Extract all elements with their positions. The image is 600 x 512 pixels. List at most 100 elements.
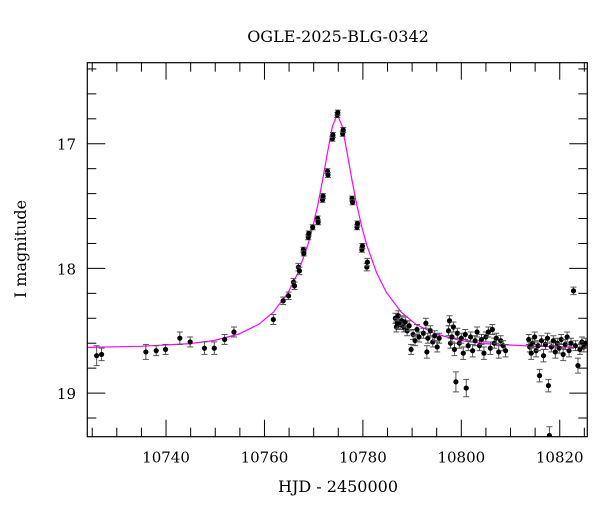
data-marker — [416, 334, 422, 340]
data-point — [568, 337, 575, 349]
data-marker — [153, 348, 159, 354]
data-point — [460, 346, 467, 360]
data-marker — [462, 331, 468, 338]
data-point — [334, 109, 341, 116]
data-point — [576, 343, 583, 355]
data-marker — [306, 230, 312, 237]
data-marker — [564, 334, 570, 340]
data-marker — [572, 343, 579, 349]
data-point — [544, 332, 551, 344]
x-tick-label: 10800 — [437, 449, 485, 467]
data-point — [540, 348, 547, 363]
data-point — [320, 193, 327, 200]
data-marker — [470, 348, 476, 354]
data-point — [436, 332, 443, 344]
data-marker — [211, 345, 217, 351]
data-marker — [458, 335, 464, 341]
data-point — [570, 286, 577, 296]
data-marker — [558, 336, 564, 343]
data-point — [574, 357, 581, 374]
data-marker — [538, 338, 545, 344]
data-point — [469, 343, 476, 358]
data-marker — [349, 199, 356, 205]
data-point — [211, 341, 218, 355]
data-marker — [446, 318, 453, 324]
data-point — [414, 324, 421, 335]
data-marker — [364, 259, 370, 265]
data-point — [528, 346, 535, 360]
data-marker — [460, 350, 466, 356]
data-marker — [424, 349, 430, 355]
chart-title: OGLE-2025-BLG-0342 — [247, 27, 429, 46]
data-point — [431, 330, 438, 342]
data-point — [187, 336, 194, 348]
data-point — [349, 199, 356, 206]
data-marker — [231, 329, 237, 335]
data-marker — [285, 293, 292, 299]
data-marker — [463, 385, 469, 391]
data-point — [489, 324, 496, 335]
data-marker — [434, 344, 440, 350]
data-marker — [162, 346, 169, 353]
data-point — [162, 343, 169, 355]
data-points-group — [93, 109, 588, 437]
data-marker — [427, 328, 433, 334]
data-marker — [487, 345, 493, 351]
x-tick-label: 10760 — [241, 449, 289, 467]
data-marker — [301, 250, 307, 257]
data-point — [452, 371, 459, 393]
data-marker — [500, 343, 506, 349]
data-point — [176, 331, 183, 345]
data-point — [296, 266, 303, 276]
data-point — [406, 320, 413, 332]
data-point — [545, 378, 552, 393]
data-marker — [550, 338, 556, 344]
data-point — [467, 331, 474, 343]
data-point — [340, 127, 347, 134]
data-point — [446, 315, 453, 327]
data-marker — [449, 334, 455, 340]
data-marker — [222, 336, 228, 343]
data-point — [98, 347, 105, 362]
data-marker — [556, 345, 562, 351]
data-marker — [566, 348, 572, 354]
data-point — [291, 281, 298, 291]
data-point — [450, 321, 457, 333]
data-point — [427, 325, 434, 337]
data-point — [230, 326, 237, 338]
data-marker — [187, 339, 193, 345]
data-marker — [296, 268, 303, 274]
data-marker — [330, 132, 336, 138]
data-point — [309, 224, 316, 231]
data-point — [463, 378, 470, 398]
x-tick-label: 10820 — [536, 449, 584, 467]
data-marker — [474, 329, 480, 335]
data-point — [359, 242, 366, 249]
data-point — [153, 345, 160, 357]
data-marker — [436, 335, 442, 341]
data-marker — [453, 379, 459, 385]
y-tick-label: 19 — [57, 385, 76, 403]
data-marker — [423, 320, 429, 326]
x-axis-label: HJD - 2450000 — [278, 477, 398, 496]
data-marker — [98, 351, 105, 358]
data-marker — [575, 363, 581, 369]
data-point — [422, 317, 429, 329]
data-point — [270, 314, 277, 325]
model-curve — [87, 112, 588, 348]
data-marker — [406, 323, 412, 329]
data-marker — [445, 328, 452, 334]
data-point — [480, 346, 487, 360]
data-point — [201, 341, 208, 355]
data-point — [485, 326, 492, 338]
data-point — [408, 343, 415, 355]
data-point — [478, 333, 485, 345]
data-marker — [481, 350, 487, 356]
data-marker — [544, 335, 551, 341]
data-marker — [493, 335, 499, 341]
data-marker — [451, 346, 458, 353]
data-marker — [528, 350, 534, 356]
data-point — [454, 327, 461, 339]
data-point — [572, 340, 579, 352]
